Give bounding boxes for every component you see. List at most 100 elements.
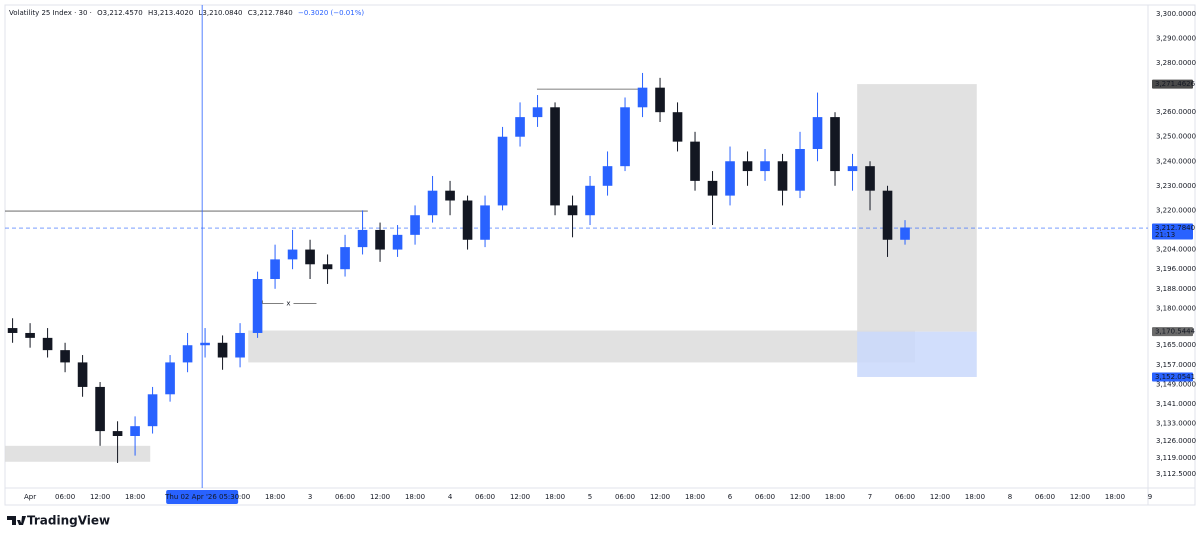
candle-body	[217, 342, 228, 358]
candle-body	[585, 185, 595, 216]
price-tag-box	[1152, 327, 1193, 337]
x-tick-label: 5	[588, 493, 592, 501]
x-tick-label: 7	[868, 493, 872, 501]
x-tick-label: 18:00	[685, 493, 705, 501]
legend-high: H3,213.4020	[148, 9, 193, 17]
y-tick-label: 3,240.0000	[1156, 157, 1196, 165]
y-tick-label: 3,290.0000	[1156, 35, 1196, 43]
candle-body	[777, 161, 788, 191]
x-tick-label: 06:00	[475, 493, 495, 501]
price-tag-label: 3,152.0541	[1155, 373, 1195, 381]
candle-body	[357, 229, 368, 248]
x-tick-label: 18:00	[965, 493, 985, 501]
y-tick-label: 3,165.0000	[1156, 341, 1196, 349]
candle-body	[725, 161, 735, 196]
candle-body	[480, 205, 490, 240]
candle-body	[270, 259, 280, 280]
y-tick-label: 3,230.0000	[1156, 182, 1196, 190]
candle-body	[427, 190, 438, 216]
x-tick-label: 3	[308, 493, 312, 501]
zone	[5, 445, 151, 462]
candle-body	[182, 345, 193, 363]
candle-body	[252, 279, 263, 333]
candle-body	[147, 394, 158, 427]
candle-body	[795, 148, 805, 191]
candle-body	[42, 337, 53, 351]
x-tick-label: 8	[1008, 493, 1012, 501]
y-tick-label: 3,141.0000	[1156, 400, 1196, 408]
brand-name: TradingView	[27, 514, 110, 528]
candle-body	[602, 166, 613, 186]
candle-body	[60, 350, 70, 363]
candle-body	[322, 264, 333, 270]
candle-body	[410, 215, 420, 235]
y-tick-label: 3,188.0000	[1156, 285, 1196, 293]
plot-area: x	[5, 72, 1148, 463]
candle-body	[25, 332, 35, 338]
y-tick-label: 3,196.0000	[1156, 265, 1196, 273]
y-tick-label: 3,112.5000	[1156, 470, 1196, 478]
x-tick-label: 06:00	[755, 493, 775, 501]
candle-body	[130, 426, 140, 436]
candle-body	[550, 107, 560, 206]
x-tick-label: 06:00	[335, 493, 355, 501]
legend-symbol: Volatility 25 Index · 30 ·	[9, 9, 92, 17]
legend-low: L3,210.0840	[199, 9, 243, 17]
chart-frame	[4, 4, 1196, 506]
x-tick-label: 12:00	[230, 493, 250, 501]
candle-body	[235, 332, 245, 358]
candle-body	[445, 190, 455, 201]
candle-body	[655, 87, 665, 113]
price-tag-label: 3,170.5444	[1155, 328, 1196, 336]
candle-body	[847, 166, 858, 172]
legend: Volatility 25 Index · 30 · O3,212.4570 H…	[9, 9, 364, 17]
candle-body	[375, 229, 385, 250]
x-tick-label: 12:00	[90, 493, 110, 501]
x-tick-label: 12:00	[1070, 493, 1090, 501]
price-tag-box	[1152, 372, 1193, 382]
candle-body	[515, 117, 525, 137]
x-tick-label: 06:00	[895, 493, 915, 501]
candle-body	[567, 205, 578, 216]
candle-body	[672, 112, 683, 142]
y-tick-label: 3,204.0000	[1156, 246, 1196, 254]
crosshair-time-label: Thu 02 Apr '26 05:30	[164, 493, 239, 501]
x-tick-label: 18:00	[825, 493, 845, 501]
x-tick-label: 18:00	[545, 493, 565, 501]
candle-body	[620, 107, 630, 167]
price-tag-box	[1152, 223, 1193, 240]
zone	[857, 331, 977, 377]
candle-body	[812, 117, 823, 149]
y-tick-label: 3,220.0000	[1156, 206, 1196, 214]
candle-body	[690, 141, 700, 181]
legend-change: −0.3020 (−0.01%)	[298, 9, 364, 17]
candle-body	[7, 328, 18, 333]
y-tick-label: 3,300.0000	[1156, 10, 1196, 18]
candle-body	[200, 342, 210, 346]
price-tag-box	[1152, 79, 1193, 89]
candle-body	[532, 107, 543, 118]
x-tick-label: 12:00	[650, 493, 670, 501]
x-tick-label: 6	[728, 493, 733, 501]
price-tag-label: 3,271.4626	[1155, 80, 1196, 88]
y-tick-label: 3,126.0000	[1156, 437, 1196, 445]
x-tick-label: 18:00	[125, 493, 145, 501]
candle-body	[340, 247, 350, 270]
brand-logo: TradingView	[7, 514, 110, 528]
candle-body	[900, 227, 910, 240]
legend-open: O3,212.4570	[97, 9, 143, 17]
zone	[248, 330, 915, 363]
x-tick-label: 12:00	[790, 493, 810, 501]
candle-body	[77, 362, 88, 387]
x-tick-label: 12:00	[930, 493, 950, 501]
x-tick-label: 9	[1148, 493, 1152, 501]
candle-body	[497, 136, 508, 206]
x-tick-label: 06:00	[1035, 493, 1055, 501]
x-tick-label: 12:00	[510, 493, 530, 501]
y-tick-label: 3,119.0000	[1156, 454, 1196, 462]
x-tick-label: 18:00	[1105, 493, 1125, 501]
y-tick-label: 3,280.0000	[1156, 59, 1196, 67]
